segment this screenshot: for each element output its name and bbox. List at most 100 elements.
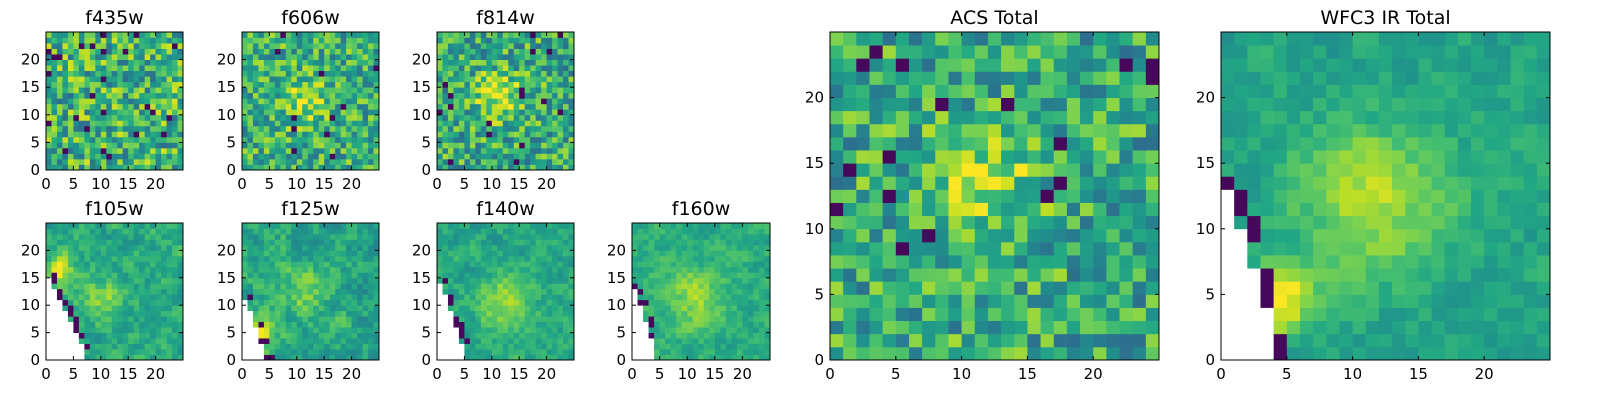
heatmap-cell <box>46 338 52 344</box>
heatmap-cell <box>46 37 52 44</box>
heatmap-cell <box>269 223 276 229</box>
heatmap-cell <box>247 332 254 339</box>
heatmap-cell <box>568 48 575 55</box>
heatmap-cell <box>519 109 526 116</box>
heatmap-cell <box>1014 255 1028 269</box>
heatmap-cell <box>242 147 248 154</box>
heatmap-cell <box>78 305 85 312</box>
heatmap-cell <box>362 103 369 110</box>
heatmap-cell <box>753 316 760 323</box>
heatmap-cell <box>687 316 694 323</box>
heatmap-cell <box>491 103 498 110</box>
heatmap-cell <box>648 239 655 246</box>
heatmap-cell <box>453 65 460 72</box>
heatmap-cell <box>307 48 314 55</box>
heatmap-cell <box>491 316 498 323</box>
heatmap-cell <box>340 305 347 312</box>
heatmap-cell <box>340 92 347 99</box>
heatmap-cell <box>62 338 69 344</box>
heatmap-cell <box>291 332 298 339</box>
heatmap-cell <box>882 202 897 217</box>
heatmap-cell <box>133 316 140 323</box>
heatmap-cell <box>318 255 325 262</box>
heatmap-cell <box>329 327 336 333</box>
heatmap-cell <box>133 288 140 295</box>
heatmap-cell <box>172 255 178 262</box>
heatmap-cell <box>56 244 63 251</box>
heatmap-cell <box>1040 255 1055 269</box>
heatmap-cell <box>1001 268 1015 282</box>
heatmap-cell <box>166 81 173 88</box>
heatmap-cell <box>100 43 107 49</box>
heatmap-cell <box>139 244 146 251</box>
heatmap-cell <box>497 261 504 268</box>
heatmap-cell <box>172 349 178 355</box>
heatmap-cell <box>89 98 96 105</box>
heatmap-cell <box>285 109 292 116</box>
heatmap-cell <box>335 343 342 350</box>
heatmap-cell <box>318 332 325 339</box>
heatmap-cell <box>133 305 140 312</box>
heatmap-cell <box>368 283 374 290</box>
heatmap-cell <box>948 176 962 190</box>
heatmap-cell <box>486 59 493 66</box>
heatmap-cell <box>552 223 558 229</box>
heatmap-cell <box>51 255 58 262</box>
heatmap-cell <box>552 233 558 240</box>
heatmap-cell <box>541 310 547 317</box>
heatmap-cell <box>62 354 69 361</box>
heatmap-cell <box>491 327 498 333</box>
heatmap-cell <box>274 250 281 257</box>
heatmap-cell <box>961 189 976 203</box>
heatmap-cell <box>274 266 281 273</box>
heatmap-cell <box>106 327 113 333</box>
heatmap-cell <box>84 288 91 295</box>
heatmap-cell <box>497 59 504 66</box>
heatmap-cell <box>659 272 666 279</box>
heatmap-cell <box>758 288 765 295</box>
heatmap-cell <box>486 87 493 94</box>
heatmap-cell <box>546 109 553 116</box>
heatmap-cell <box>764 305 771 312</box>
heatmap-cell <box>46 32 52 38</box>
heatmap-cell <box>535 338 542 344</box>
heatmap-cell <box>437 131 443 138</box>
heatmap-cell <box>155 59 162 66</box>
heatmap-cell <box>519 114 526 121</box>
heatmap-cell <box>111 233 118 240</box>
heatmap-cell <box>519 233 526 240</box>
heatmap-cell <box>659 338 666 344</box>
heatmap-cell <box>908 228 923 243</box>
heatmap-cell <box>659 310 666 317</box>
heatmap-cell <box>324 98 331 105</box>
heatmap-cell <box>491 272 498 279</box>
heatmap-cell <box>285 54 292 60</box>
heatmap-cell <box>1145 176 1160 190</box>
heatmap-cell <box>557 70 564 77</box>
x-tick-label: 20 <box>733 365 752 383</box>
heatmap-cell <box>100 321 107 328</box>
heatmap-cell <box>252 316 259 323</box>
heatmap-cell <box>242 354 248 361</box>
heatmap-cell <box>280 272 287 279</box>
heatmap-cell <box>469 76 476 83</box>
heatmap-cell <box>535 228 542 235</box>
heatmap-cell <box>144 65 151 72</box>
heatmap-cell <box>731 255 738 262</box>
heatmap-cell <box>285 37 292 44</box>
heatmap-cell <box>753 228 760 235</box>
heatmap-cell <box>758 321 765 328</box>
heatmap-cell <box>519 164 526 171</box>
heatmap-cell <box>742 277 749 284</box>
heatmap-cell <box>362 255 369 262</box>
heatmap-cell <box>166 76 173 83</box>
heatmap-cell <box>133 76 140 83</box>
heatmap-cell <box>296 70 303 77</box>
heatmap-cell <box>155 70 162 77</box>
heatmap-cell <box>725 255 732 262</box>
heatmap-cell <box>357 120 363 127</box>
heatmap-cell <box>502 54 509 60</box>
heatmap-cell <box>128 158 135 165</box>
heatmap-cell <box>648 223 655 229</box>
heatmap-cell <box>1080 307 1094 322</box>
